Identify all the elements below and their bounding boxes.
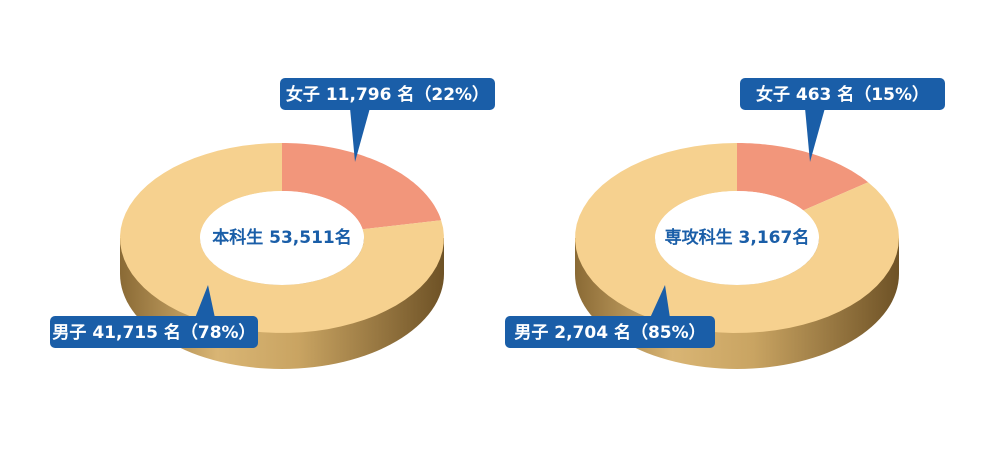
donut-hole <box>200 191 364 285</box>
data-label: 男子 41,715 名（78%） <box>52 322 255 343</box>
callout-box <box>50 316 258 348</box>
center-label: 専攻科生 3,167名 <box>665 227 810 248</box>
donut-segment <box>575 143 899 333</box>
donut-segment <box>120 143 444 333</box>
callout-pointer <box>195 285 215 318</box>
data-label: 男子 2,704 名（85%） <box>514 322 705 343</box>
center-label: 本科生 53,511名 <box>212 227 352 248</box>
callout-pointer <box>650 285 670 318</box>
donut-segment <box>282 143 442 230</box>
callout-pointer <box>805 108 825 162</box>
callout-box <box>740 78 945 110</box>
data-label: 女子 11,796 名（22%） <box>286 84 489 105</box>
callout-box <box>505 316 715 348</box>
donut-hole <box>655 191 819 285</box>
donut-segment <box>737 143 869 211</box>
callout-box <box>280 78 495 110</box>
callout-pointer <box>350 108 370 162</box>
data-label: 女子 463 名（15%） <box>756 84 929 105</box>
